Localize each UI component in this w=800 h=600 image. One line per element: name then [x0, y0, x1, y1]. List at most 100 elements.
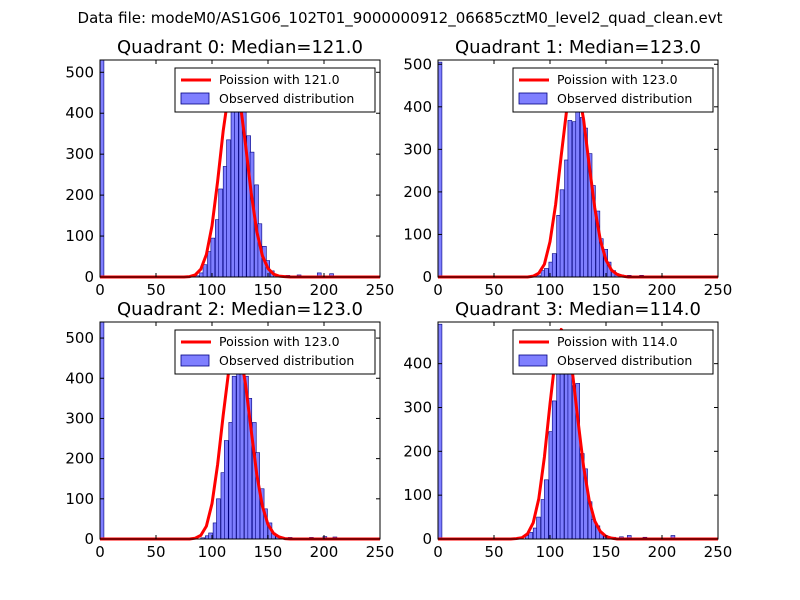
- x-tick-label: 150: [254, 281, 283, 299]
- histogram-bar: [544, 479, 549, 540]
- y-tick-label: 200: [403, 183, 432, 201]
- histogram-bar: [567, 367, 573, 540]
- histogram-bar: [551, 400, 557, 540]
- axes-frame: [99, 321, 381, 540]
- y-tick-label: 100: [403, 486, 432, 504]
- y-tick-label: 100: [65, 227, 94, 245]
- subplot-quadrant-0: Quadrant 0: Median=121.0 0 50 100 150 200 250 0…: [65, 37, 394, 299]
- subplot-title: Quadrant 0: Median=121.0: [117, 37, 363, 58]
- histogram-bar: [239, 361, 245, 540]
- y-tick-label: 0: [84, 530, 94, 548]
- legend-poisson-label: Poission with 123.0: [219, 334, 340, 349]
- legend-observed-label: Observed distribution: [219, 91, 354, 106]
- histogram-bar: [231, 375, 237, 540]
- x-tick-label: 100: [536, 281, 565, 299]
- legend-observed-swatch: [518, 354, 548, 367]
- x-tick-label: 50: [146, 281, 165, 299]
- x-tick-label: 0: [433, 543, 443, 561]
- x-tick-label: 0: [433, 281, 443, 299]
- histogram-bar: [224, 440, 229, 540]
- histogram-bar: [210, 237, 216, 278]
- legend: Poission with 123.0 Observed distribution: [174, 329, 376, 375]
- subplot-title: Quadrant 1: Median=123.0: [455, 37, 701, 58]
- y-tick-label: 100: [403, 225, 432, 243]
- legend: Poission with 121.0 Observed distribution: [174, 67, 376, 113]
- x-tick-label: 200: [310, 281, 339, 299]
- legend-observed-swatch: [180, 92, 210, 105]
- histogram-bar: [559, 354, 565, 540]
- axes-frame: [437, 59, 719, 278]
- y-tick-label: 0: [84, 268, 94, 286]
- x-tick-label: 0: [95, 543, 105, 561]
- x-tick-label: 150: [254, 543, 283, 561]
- histogram-bar-zero: [437, 323, 443, 540]
- x-tick-label: 250: [366, 543, 395, 561]
- y-tick-label: 400: [65, 104, 94, 122]
- x-tick-label: 150: [592, 543, 621, 561]
- y-tick-label: 300: [403, 398, 432, 416]
- subplot-quadrant-2: Quadrant 2: Median=123.0 0 50 100 150 200 250 0…: [65, 299, 394, 561]
- histogram-bar: [559, 189, 565, 278]
- histogram-bar: [226, 139, 231, 278]
- x-tick-label: 250: [704, 543, 733, 561]
- y-tick-label: 300: [65, 145, 94, 163]
- x-tick-label: 100: [536, 543, 565, 561]
- y-tick-label: 300: [65, 409, 94, 427]
- legend-box: [174, 67, 376, 113]
- histogram-bar-zero: [437, 61, 443, 278]
- legend-box: [174, 329, 376, 375]
- x-tick-label: 50: [484, 543, 503, 561]
- histogram-bar: [575, 106, 580, 278]
- subplot-title: Quadrant 3: Median=114.0: [455, 299, 701, 320]
- x-tick-label: 100: [198, 543, 227, 561]
- histogram-bar: [551, 253, 557, 278]
- y-tick-label: 500: [403, 55, 432, 73]
- histogram-bar: [544, 268, 549, 278]
- legend-poisson-label: Poission with 121.0: [219, 72, 340, 87]
- subplot-quadrant-3: Quadrant 3: Median=114.0 0 50 100 150 200 250 0…: [403, 299, 732, 561]
- histogram-bar-zero: [99, 321, 105, 540]
- axes-frame: [99, 59, 381, 278]
- y-tick-label: 200: [65, 186, 94, 204]
- y-tick-label: 500: [65, 329, 94, 347]
- legend-box: [512, 67, 714, 113]
- y-tick-label: 200: [65, 450, 94, 468]
- subplot-quadrant-1: Quadrant 1: Median=123.0 0 50 100 150 200 250 0…: [403, 37, 732, 299]
- legend: Poission with 123.0 Observed distribution: [512, 67, 714, 113]
- legend-observed-swatch: [518, 92, 548, 105]
- x-tick-label: 200: [310, 543, 339, 561]
- histogram-bar: [567, 120, 573, 278]
- histogram-bar: [234, 86, 239, 278]
- y-tick-label: 400: [403, 355, 432, 373]
- legend-observed-label: Observed distribution: [557, 91, 692, 106]
- y-tick-label: 400: [403, 98, 432, 116]
- legend-observed-label: Observed distribution: [219, 353, 354, 368]
- y-tick-label: 0: [422, 268, 432, 286]
- x-tick-label: 200: [648, 281, 677, 299]
- x-tick-label: 50: [484, 281, 503, 299]
- y-tick-label: 200: [403, 442, 432, 460]
- figure-suptitle: Data file: modeM0/AS1G06_102T01_90000009…: [78, 9, 723, 28]
- legend: Poission with 114.0 Observed distribution: [512, 329, 714, 375]
- y-tick-label: 500: [65, 63, 94, 81]
- x-tick-label: 50: [146, 543, 165, 561]
- x-tick-label: 150: [592, 281, 621, 299]
- x-tick-label: 250: [704, 281, 733, 299]
- y-tick-label: 400: [65, 369, 94, 387]
- legend-observed-swatch: [180, 354, 210, 367]
- histogram-bar: [216, 498, 221, 540]
- histogram-bar: [202, 264, 208, 278]
- legend-observed-label: Observed distribution: [557, 353, 692, 368]
- legend-box: [512, 329, 714, 375]
- y-tick-label: 300: [403, 140, 432, 158]
- x-tick-label: 0: [95, 281, 105, 299]
- x-tick-label: 100: [198, 281, 227, 299]
- histogram-bar: [218, 188, 223, 278]
- x-tick-label: 200: [648, 543, 677, 561]
- legend-poisson-label: Poission with 114.0: [557, 334, 678, 349]
- y-tick-label: 0: [422, 530, 432, 548]
- legend-poisson-label: Poission with 123.0: [557, 72, 678, 87]
- histogram-bar-zero: [99, 59, 105, 278]
- axes-frame: [437, 321, 719, 540]
